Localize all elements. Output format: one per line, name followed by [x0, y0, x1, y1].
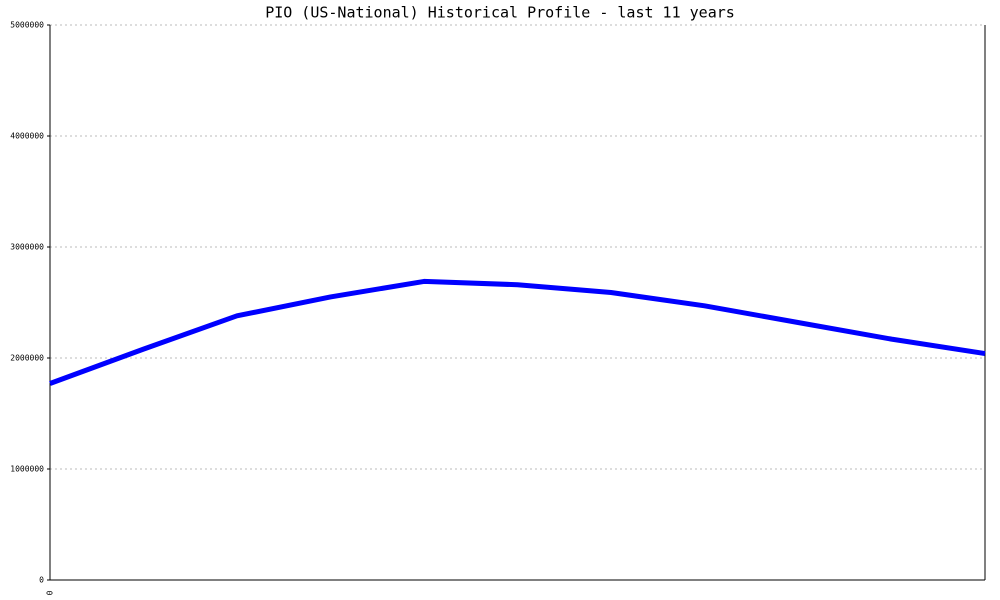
- x-tick-label: 0: [46, 590, 55, 595]
- y-tick-label: 0: [39, 576, 44, 585]
- data-line: [49, 278, 986, 386]
- y-tick-label: 1000000: [10, 465, 44, 474]
- y-tick-label: 3000000: [10, 243, 44, 252]
- y-tick-label: 4000000: [10, 132, 44, 141]
- y-tick-label: 2000000: [10, 354, 44, 363]
- chart-title: PIO (US-National) Historical Profile - l…: [265, 4, 735, 22]
- y-tick-label: 5000000: [10, 21, 44, 30]
